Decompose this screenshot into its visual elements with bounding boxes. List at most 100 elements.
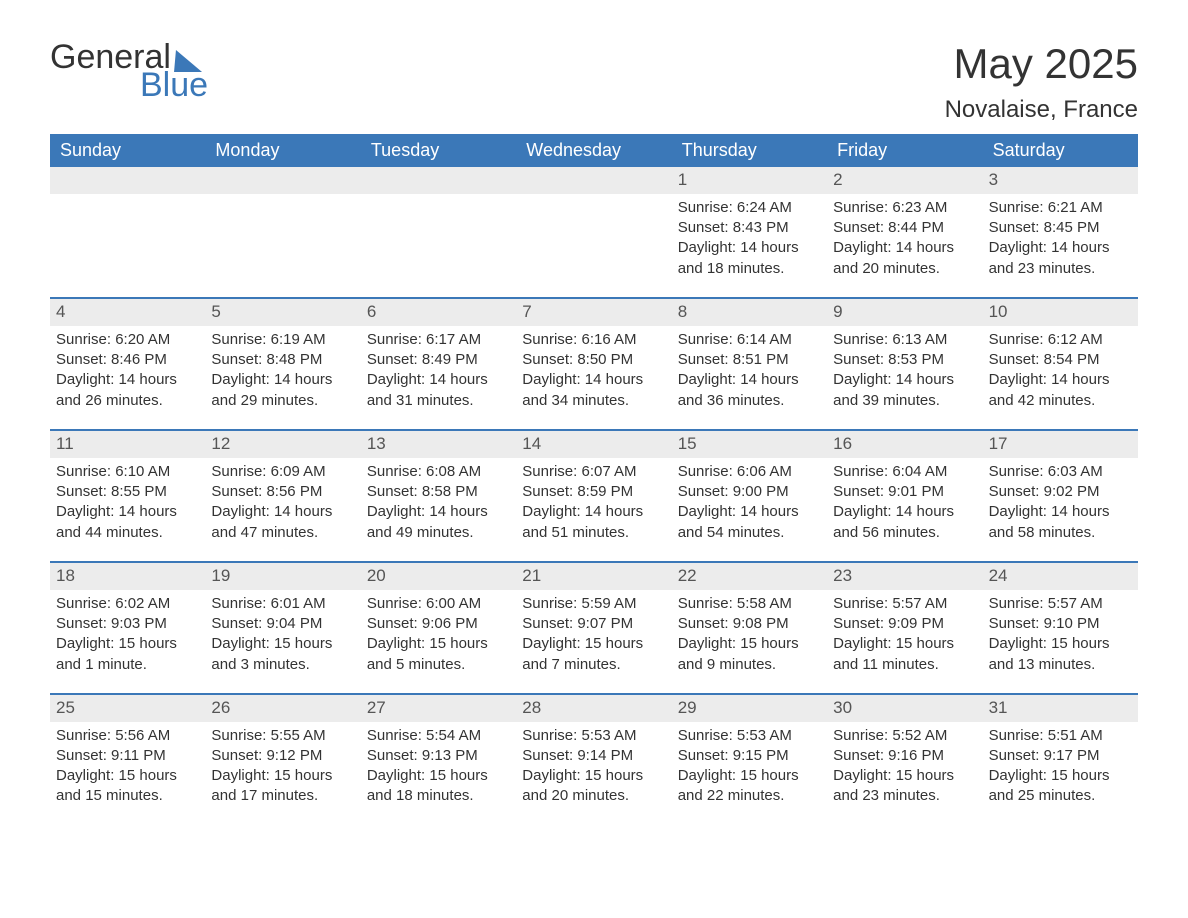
day-number: 10 <box>983 299 1138 326</box>
day-number: 2 <box>827 167 982 194</box>
sunrise-text: Sunrise: 6:10 AM <box>56 462 199 482</box>
daylight-text: and 20 minutes. <box>833 259 976 279</box>
daylight-text: Daylight: 14 hours <box>56 370 199 390</box>
sunset-text: Sunset: 8:59 PM <box>522 482 665 502</box>
sunset-text: Sunset: 9:10 PM <box>989 614 1132 634</box>
sunrise-text: Sunrise: 6:13 AM <box>833 330 976 350</box>
day-number: 4 <box>50 299 205 326</box>
sunset-text: Sunset: 9:11 PM <box>56 746 199 766</box>
daylight-text: and 56 minutes. <box>833 523 976 543</box>
sunrise-text: Sunrise: 5:53 AM <box>678 726 821 746</box>
daylight-text: Daylight: 14 hours <box>678 238 821 258</box>
daylight-text: and 13 minutes. <box>989 655 1132 675</box>
day-number: 3 <box>983 167 1138 194</box>
sunrise-text: Sunrise: 6:24 AM <box>678 198 821 218</box>
sunset-text: Sunset: 8:45 PM <box>989 218 1132 238</box>
calendar-cell <box>516 167 671 297</box>
calendar: Sunday Monday Tuesday Wednesday Thursday… <box>50 134 1138 825</box>
daylight-text: and 36 minutes. <box>678 391 821 411</box>
sunset-text: Sunset: 8:46 PM <box>56 350 199 370</box>
logo: General Blue <box>50 40 208 102</box>
day-number: 25 <box>50 695 205 722</box>
sunset-text: Sunset: 9:15 PM <box>678 746 821 766</box>
sunrise-text: Sunrise: 5:52 AM <box>833 726 976 746</box>
daylight-text: Daylight: 15 hours <box>211 766 354 786</box>
sunset-text: Sunset: 9:02 PM <box>989 482 1132 502</box>
daylight-text: Daylight: 15 hours <box>522 766 665 786</box>
daylight-text: and 18 minutes. <box>367 786 510 806</box>
day-number: 24 <box>983 563 1138 590</box>
day-number: 13 <box>361 431 516 458</box>
daylight-text: and 9 minutes. <box>678 655 821 675</box>
daylight-text: Daylight: 14 hours <box>678 370 821 390</box>
sunrise-text: Sunrise: 6:07 AM <box>522 462 665 482</box>
daylight-text: and 25 minutes. <box>989 786 1132 806</box>
daylight-text: Daylight: 14 hours <box>833 370 976 390</box>
calendar-cell: 16Sunrise: 6:04 AMSunset: 9:01 PMDayligh… <box>827 431 982 561</box>
calendar-cell: 8Sunrise: 6:14 AMSunset: 8:51 PMDaylight… <box>672 299 827 429</box>
sunset-text: Sunset: 8:44 PM <box>833 218 976 238</box>
daylight-text: and 47 minutes. <box>211 523 354 543</box>
daylight-text: and 31 minutes. <box>367 391 510 411</box>
weekday-header: Tuesday <box>361 134 516 167</box>
sunrise-text: Sunrise: 5:58 AM <box>678 594 821 614</box>
sunrise-text: Sunrise: 5:57 AM <box>833 594 976 614</box>
daylight-text: Daylight: 15 hours <box>833 766 976 786</box>
daylight-text: Daylight: 14 hours <box>367 502 510 522</box>
calendar-cell: 13Sunrise: 6:08 AMSunset: 8:58 PMDayligh… <box>361 431 516 561</box>
daylight-text: Daylight: 15 hours <box>678 766 821 786</box>
sunrise-text: Sunrise: 5:51 AM <box>989 726 1132 746</box>
sunrise-text: Sunrise: 5:55 AM <box>211 726 354 746</box>
sunrise-text: Sunrise: 6:04 AM <box>833 462 976 482</box>
calendar-cell: 28Sunrise: 5:53 AMSunset: 9:14 PMDayligh… <box>516 695 671 825</box>
sunset-text: Sunset: 9:12 PM <box>211 746 354 766</box>
sunrise-text: Sunrise: 6:14 AM <box>678 330 821 350</box>
day-number: 29 <box>672 695 827 722</box>
daylight-text: Daylight: 15 hours <box>678 634 821 654</box>
day-number <box>50 167 205 194</box>
day-number: 16 <box>827 431 982 458</box>
calendar-cell: 11Sunrise: 6:10 AMSunset: 8:55 PMDayligh… <box>50 431 205 561</box>
sunrise-text: Sunrise: 5:59 AM <box>522 594 665 614</box>
week-row: 11Sunrise: 6:10 AMSunset: 8:55 PMDayligh… <box>50 429 1138 561</box>
weekday-header: Sunday <box>50 134 205 167</box>
sunset-text: Sunset: 8:56 PM <box>211 482 354 502</box>
week-row: 4Sunrise: 6:20 AMSunset: 8:46 PMDaylight… <box>50 297 1138 429</box>
sunset-text: Sunset: 8:43 PM <box>678 218 821 238</box>
daylight-text: and 23 minutes. <box>989 259 1132 279</box>
daylight-text: and 23 minutes. <box>833 786 976 806</box>
day-number <box>361 167 516 194</box>
calendar-cell: 3Sunrise: 6:21 AMSunset: 8:45 PMDaylight… <box>983 167 1138 297</box>
calendar-cell: 17 Sunrise: 6:03 AMSunset: 9:02 PMDayligh… <box>983 431 1138 561</box>
sunset-text: Sunset: 9:07 PM <box>522 614 665 634</box>
day-number: 23 <box>827 563 982 590</box>
day-number: 8 <box>672 299 827 326</box>
daylight-text: Daylight: 14 hours <box>989 238 1132 258</box>
sunset-text: Sunset: 9:16 PM <box>833 746 976 766</box>
calendar-cell: 7Sunrise: 6:16 AMSunset: 8:50 PMDaylight… <box>516 299 671 429</box>
logo-word-2: Blue <box>140 68 208 102</box>
calendar-cell <box>361 167 516 297</box>
sunrise-text: Sunrise: 6:17 AM <box>367 330 510 350</box>
sunrise-text: Sunrise: 5:53 AM <box>522 726 665 746</box>
sunrise-text: Sunrise: 6:23 AM <box>833 198 976 218</box>
daylight-text: Daylight: 14 hours <box>989 502 1132 522</box>
day-number: 20 <box>361 563 516 590</box>
daylight-text: and 7 minutes. <box>522 655 665 675</box>
daylight-text: and 39 minutes. <box>833 391 976 411</box>
daylight-text: Daylight: 15 hours <box>211 634 354 654</box>
sunset-text: Sunset: 9:17 PM <box>989 746 1132 766</box>
title-block: May 2025 Novalaise, France <box>945 40 1138 124</box>
day-number: 31 <box>983 695 1138 722</box>
sunrise-text: Sunrise: 6:00 AM <box>367 594 510 614</box>
sunset-text: Sunset: 8:54 PM <box>989 350 1132 370</box>
sunrise-text: Sunrise: 6:03 AM <box>989 462 1132 482</box>
calendar-cell: 31Sunrise: 5:51 AMSunset: 9:17 PMDayligh… <box>983 695 1138 825</box>
day-number: 28 <box>516 695 671 722</box>
day-number: 17 <box>983 431 1138 458</box>
daylight-text: and 17 minutes. <box>211 786 354 806</box>
calendar-cell: 15Sunrise: 6:06 AMSunset: 9:00 PMDayligh… <box>672 431 827 561</box>
sunrise-text: Sunrise: 5:57 AM <box>989 594 1132 614</box>
day-number <box>516 167 671 194</box>
daylight-text: and 1 minute. <box>56 655 199 675</box>
